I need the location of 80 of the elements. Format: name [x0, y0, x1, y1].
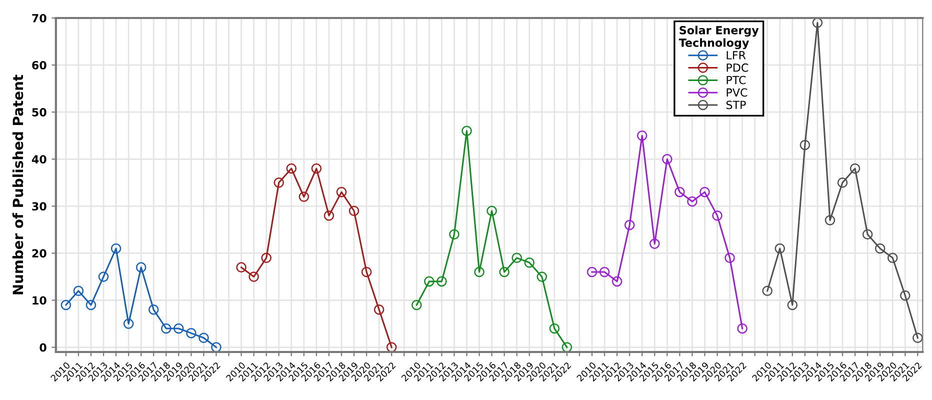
point [737, 323, 748, 334]
point [649, 238, 660, 249]
point [186, 328, 196, 338]
point [624, 220, 635, 230]
point [662, 154, 672, 164]
legend-label: LFR [726, 51, 746, 60]
point [812, 18, 823, 28]
y-tick-label: 50 [32, 108, 46, 116]
point [612, 276, 622, 287]
point [912, 332, 923, 344]
point [311, 163, 322, 174]
point [236, 262, 246, 272]
point [800, 140, 810, 150]
legend-label: PDC [726, 63, 748, 72]
point [198, 332, 209, 344]
point [549, 323, 560, 334]
point [586, 266, 598, 278]
point [887, 252, 898, 264]
point [499, 266, 510, 278]
point [211, 342, 222, 352]
point [324, 210, 334, 221]
point [874, 243, 886, 254]
point [73, 286, 84, 296]
point [424, 276, 434, 287]
legend-label: STP [726, 100, 746, 110]
point [136, 262, 146, 272]
point [361, 266, 372, 278]
point [599, 266, 610, 278]
point [850, 163, 860, 174]
point [674, 186, 685, 198]
point [774, 243, 786, 254]
point [161, 323, 172, 334]
y-tick-label: 20 [32, 249, 46, 258]
point [687, 196, 698, 207]
point [536, 272, 548, 282]
point [336, 186, 347, 198]
point [700, 186, 710, 198]
point [123, 318, 134, 329]
legend-label: PVC [726, 88, 748, 97]
point [386, 342, 397, 352]
y-tick-label: 10 [32, 296, 46, 305]
point [724, 252, 735, 264]
point [174, 323, 184, 334]
point [712, 210, 722, 221]
y-tick-label: 0 [40, 343, 46, 352]
point [286, 163, 297, 174]
y-axis-title: Number of Published Patent [12, 74, 24, 294]
point [274, 178, 284, 188]
point [636, 130, 648, 141]
y-tick-label: 30 [32, 202, 46, 211]
point [348, 206, 360, 216]
point [562, 342, 572, 352]
legend-label: PTC [726, 76, 746, 84]
point [86, 300, 96, 310]
point [824, 215, 836, 226]
point [512, 252, 522, 264]
point [298, 192, 310, 202]
point [486, 206, 497, 216]
point [148, 304, 159, 315]
point [449, 229, 460, 240]
point [60, 300, 72, 310]
point [787, 300, 798, 310]
y-tick-label: 40 [32, 155, 46, 164]
y-tick-label: 70 [32, 14, 46, 22]
point [474, 266, 484, 278]
y-tick-label: 60 [32, 61, 46, 70]
point [261, 252, 272, 264]
point [436, 276, 447, 287]
point [110, 243, 122, 254]
point [862, 229, 873, 240]
point [248, 272, 259, 282]
point [900, 290, 910, 301]
point [412, 300, 422, 310]
point [462, 126, 472, 136]
point [98, 272, 109, 282]
point [524, 257, 535, 268]
point [374, 304, 384, 315]
point [837, 178, 848, 188]
legend-title: Solar Energy Technology [678, 26, 759, 50]
point [762, 286, 773, 296]
